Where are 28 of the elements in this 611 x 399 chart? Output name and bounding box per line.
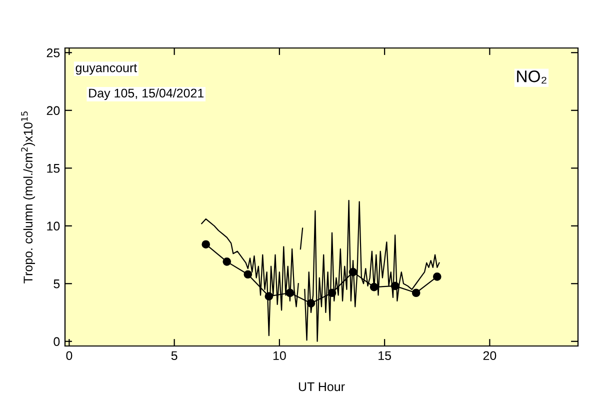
point (286, 288, 294, 298)
point (412, 288, 420, 298)
y-tick-label: 0 (54, 337, 60, 346)
point (306, 299, 316, 308)
y-axis-title: Tropo. column (mol./cm$^{2}$)x10$^{15}$ (21, 112, 35, 284)
point (390, 282, 400, 290)
x-tick-label: 10 (273, 351, 286, 360)
y-tick-label: 20 (46, 106, 60, 116)
point (222, 258, 232, 266)
y-tick-label: 10 (47, 222, 60, 231)
point (370, 282, 378, 292)
point (328, 288, 336, 298)
x-tick-label: 0 (66, 351, 72, 360)
y-tick-label: 15 (47, 164, 60, 173)
point (432, 272, 442, 281)
y-tick-label: 5 (54, 280, 60, 288)
x-tick-label: 5 (171, 351, 178, 360)
y-tick-label: 25 (46, 48, 60, 58)
annotation: guyancourt (76, 64, 138, 75)
point (348, 268, 358, 276)
annotation: NO₂ (517, 70, 546, 84)
point (264, 292, 274, 300)
x-axis-title: UT Hour (298, 382, 345, 392)
x-tick-label: 20 (483, 351, 496, 360)
point (244, 270, 252, 279)
x-tick-label: 15 (378, 351, 391, 360)
annotation: Day 105, 15/04/2021 (89, 88, 204, 100)
point (202, 240, 210, 249)
